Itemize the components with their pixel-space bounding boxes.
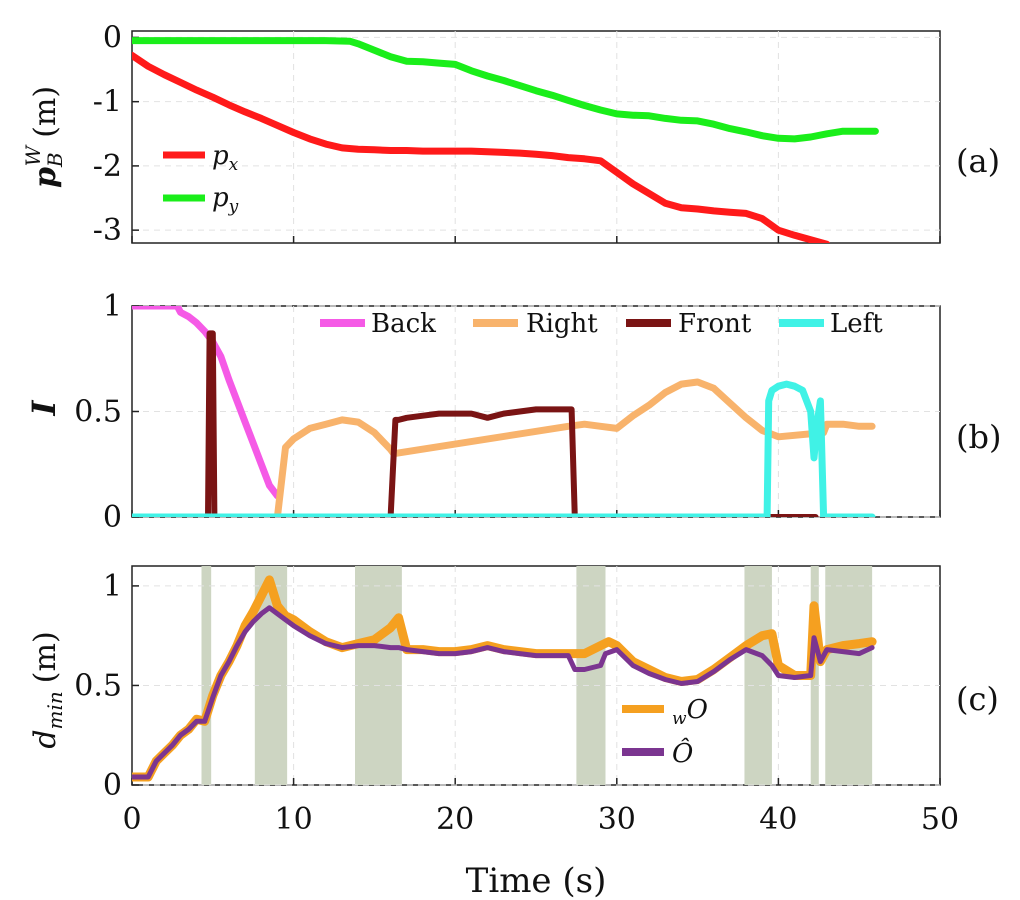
panel-c: 00.51 0 10 20 30 40 50 dmin(m) (c) wO Ô: [28, 565, 999, 837]
panel-a-label: (a): [956, 142, 1000, 180]
x-tick-label: 40: [759, 802, 797, 837]
panel-a-series: [132, 37, 879, 243]
legend-wO-label: wO: [672, 695, 708, 729]
x-tick-label: 50: [921, 802, 959, 837]
panel-a-ylabel-sub: B: [43, 152, 67, 168]
panel-a-ylabel-sup: W: [21, 144, 45, 166]
panel-b: 00.51 I (b) Back Right Front Left: [25, 289, 1001, 535]
series-left-line: [132, 380, 876, 517]
y-tick-label: 0.5: [74, 668, 122, 703]
panel-a-ylabel-unit: (m): [28, 86, 63, 138]
panel-a-yticks: 0 -1 -2 -3: [93, 20, 122, 248]
panel-c-shading: [201, 566, 873, 785]
panel-a-legend: px py: [163, 141, 239, 217]
y-tick-label: 0: [103, 768, 122, 803]
y-tick-label: -2: [93, 149, 122, 184]
panel-c-ylabel-main: d: [28, 729, 63, 748]
panel-a: 0 -1 -2 -3 pBW (m) (a) px py: [21, 20, 1000, 248]
panel-a-ylabel: pBW (m): [21, 86, 67, 188]
legend-left-label: Left: [830, 309, 883, 339]
y-tick-label: -3: [93, 213, 122, 248]
series-ohat-line: [132, 605, 875, 780]
y-tick-label: -1: [93, 85, 122, 120]
legend-px-label: px: [212, 141, 239, 175]
shaded-interval: [201, 566, 212, 785]
shaded-interval: [355, 566, 402, 785]
x-tick-label: 10: [275, 802, 313, 837]
series-front-line: [203, 330, 819, 517]
series-right-line: [273, 378, 876, 517]
legend-py-label: py: [212, 183, 239, 217]
panel-c-label: (c): [956, 680, 999, 718]
x-tick-label: 0: [122, 802, 141, 837]
legend-ohat-label: Ô: [672, 737, 693, 769]
panel-c-legend: wO Ô: [622, 695, 708, 769]
panel-c-ylabel-sub: min: [43, 691, 67, 729]
series-py-line: [132, 37, 879, 143]
x-axis-ticks: 0 10 20 30 40 50: [122, 802, 959, 837]
panel-b-series: [132, 306, 876, 517]
panel-c-series: [132, 575, 877, 782]
panel-b-label: (b): [956, 418, 1001, 456]
x-axis-label: Time (s): [466, 861, 607, 900]
shaded-interval: [576, 566, 606, 785]
panel-b-ylabel: I: [25, 399, 63, 416]
legend-front-label: Front: [678, 309, 752, 339]
y-tick-label: 0: [103, 20, 122, 55]
panel-c-ylabel-unit: (m): [28, 631, 63, 683]
panel-b-yticks: 00.51: [74, 289, 122, 535]
shaded-interval: [825, 566, 873, 785]
panel-a-ylabel-main: p: [28, 167, 63, 188]
y-tick-label: 1: [103, 569, 122, 604]
panel-b-legend: Back Right Front Left: [320, 309, 883, 339]
y-tick-label: 0: [103, 500, 122, 535]
legend-back-label: Back: [371, 309, 436, 339]
legend-right-label: Right: [526, 309, 598, 339]
shaded-interval: [744, 566, 772, 785]
panel-c-yticks: 00.51: [74, 569, 122, 803]
y-tick-label: 0.5: [74, 395, 122, 430]
panel-c-ylabel: dmin (m): [28, 631, 67, 748]
series-px-line: [132, 51, 831, 243]
x-tick-label: 20: [436, 802, 474, 837]
y-tick-label: 1: [103, 289, 122, 324]
x-tick-label: 30: [598, 802, 636, 837]
